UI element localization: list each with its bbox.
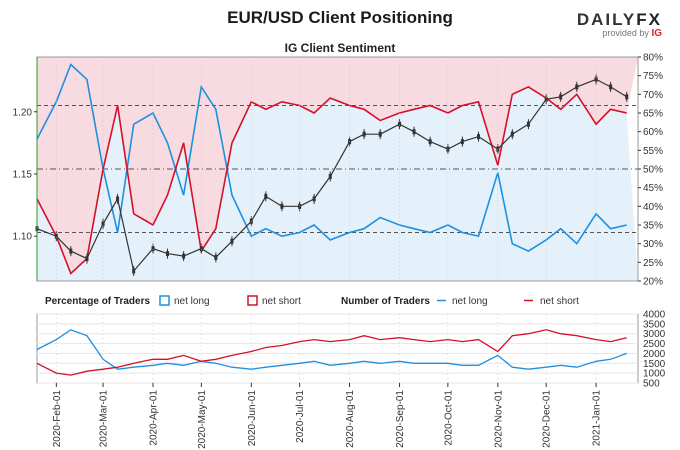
logo-provided-text: provided by: [602, 28, 649, 38]
price-sentiment-panel: 1.10 1.15 1.20 20% 25% 30% 35% 40% 45% 50% 55% 60% 6…: [13, 53, 664, 288]
sentiment-tick-label: 75%: [643, 71, 663, 82]
date-tick-label: 2020-Apr-01: [149, 390, 160, 446]
logo-fx-text: FX: [636, 10, 662, 29]
legend-pct-long-swatch: [159, 295, 170, 306]
sentiment-tick-label: 30%: [643, 239, 663, 250]
date-tick-label: 2020-Jul-01: [295, 390, 306, 443]
price-candle-body: [230, 238, 234, 244]
sentiment-line-net-long: [36, 63, 627, 253]
count-line-net-long: [36, 329, 627, 370]
sentiment-tick-label: 70%: [643, 90, 663, 101]
price-candle-body: [264, 193, 268, 199]
legend-pct-long-label: net long: [174, 296, 210, 307]
price-candle-body: [328, 173, 332, 179]
date-tick-label: 2020-Jun-01: [247, 390, 258, 447]
price-candle-body: [526, 121, 530, 127]
date-tick-label: 2020-Sep-01: [395, 390, 406, 448]
dailyfx-logo: DAILYFX provided by IG: [577, 10, 662, 39]
sentiment-line-net-short: [36, 85, 627, 275]
bottom-plot-frame: [36, 313, 639, 384]
sentiment-tick-label: 60%: [643, 127, 663, 138]
legend-num-title: Number of Traders: [341, 296, 430, 307]
sentiment-tick-label: 25%: [643, 258, 663, 269]
date-tick-label: 2020-Dec-01: [542, 390, 553, 448]
price-candle-body: [298, 203, 302, 209]
price-candle-body: [132, 268, 136, 274]
sentiment-tick-label: 45%: [643, 183, 663, 194]
price-candle-body: [199, 246, 203, 252]
date-axis: 2020-Feb-01 2020-Mar-01 2020-Apr-01 2020-Ma…: [52, 57, 603, 449]
chart-subtitle: IG Client Sentiment: [284, 41, 396, 55]
legend-pct-short-swatch: [247, 295, 258, 306]
price-candle-body: [575, 84, 579, 90]
count-tick-label: 500: [643, 379, 660, 390]
price-candle-body: [544, 96, 548, 102]
count-tick-label: 2500: [643, 339, 666, 350]
logo-ig-text: IG: [651, 28, 662, 39]
date-tick-label: 2020-Nov-01: [493, 390, 504, 448]
price-candle-body: [69, 248, 73, 254]
price-candle-body: [460, 139, 464, 145]
price-candle-body: [101, 221, 105, 227]
sentiment-tick-label: 40%: [643, 202, 663, 213]
date-tick-label: 2020-Oct-01: [443, 390, 454, 446]
sentiment-tick-label: 55%: [643, 146, 663, 157]
legend-num-short-label: net short: [540, 296, 579, 307]
sentiment-tick-label: 80%: [643, 53, 663, 64]
sentiment-tick-label: 35%: [643, 221, 663, 232]
price-candle-body: [85, 256, 89, 262]
price-candle-body: [412, 129, 416, 135]
price-candle-body: [166, 251, 170, 257]
date-tick-label: 2020-May-01: [197, 390, 208, 449]
count-tick-label: 3000: [643, 329, 666, 340]
price-candle-body: [559, 94, 563, 100]
chart-legend: Percentage of Traders net long net short Nu…: [45, 295, 579, 307]
date-tick-label: 2020-Feb-01: [52, 390, 63, 448]
price-candle-body: [378, 131, 382, 137]
price-candle-body: [151, 246, 155, 252]
price-candle-body: [609, 84, 613, 90]
count-tick-label: 2000: [643, 349, 666, 360]
price-tick-label: 1.10: [13, 232, 33, 243]
legend-pct-title: Percentage of Traders: [45, 296, 150, 307]
price-candle-body: [398, 121, 402, 127]
legend-pct-short-label: net short: [262, 296, 301, 307]
price-tick-label: 1.20: [13, 107, 33, 118]
price-candle-body: [362, 131, 366, 137]
price-tick-label: 1.15: [13, 169, 33, 180]
count-tick-label: 3500: [643, 319, 666, 330]
price-candle-body: [116, 196, 120, 202]
price-candle-body: [182, 253, 186, 259]
count-tick-label: 1000: [643, 369, 666, 380]
price-candle-body: [594, 76, 598, 82]
price-candle-body: [625, 94, 629, 100]
chart-title: EUR/USD Client Positioning: [227, 8, 453, 27]
logo-daily-text: DAILY: [576, 10, 637, 29]
net-short-area: [37, 57, 638, 274]
legend-num-long-label: net long: [452, 296, 488, 307]
count-tick-label: 4000: [643, 310, 666, 321]
price-candle-body: [312, 196, 316, 202]
price-candle-body: [476, 134, 480, 140]
count-tick-label: 1500: [643, 359, 666, 370]
sentiment-tick-label: 50%: [643, 165, 663, 176]
price-candle-body: [280, 203, 284, 209]
price-candle-body: [428, 139, 432, 145]
sentiment-tick-label: 65%: [643, 109, 663, 120]
price-candle-body: [54, 233, 58, 239]
price-candle-body: [510, 131, 514, 137]
date-tick-label: 2021-Jan-01: [592, 390, 603, 447]
sentiment-tick-label: 20%: [643, 277, 663, 288]
date-tick-label: 2020-Aug-01: [345, 390, 356, 448]
date-tick-label: 2020-Mar-01: [99, 390, 110, 448]
price-candle-body: [214, 254, 218, 260]
count-line-net-short: [36, 329, 627, 376]
